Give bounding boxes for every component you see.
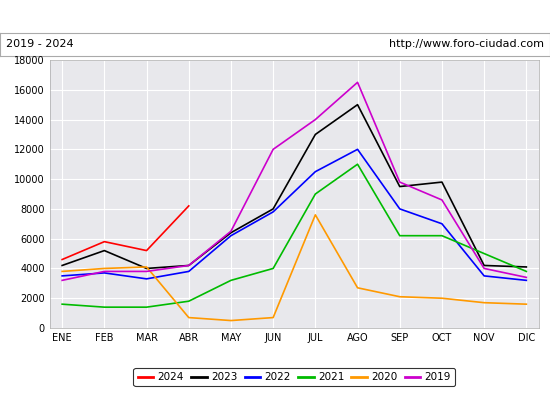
Text: http://www.foro-ciudad.com: http://www.foro-ciudad.com — [389, 39, 544, 49]
Text: 2019 - 2024: 2019 - 2024 — [6, 39, 73, 49]
Legend: 2024, 2023, 2022, 2021, 2020, 2019: 2024, 2023, 2022, 2021, 2020, 2019 — [134, 368, 455, 386]
Text: Evolucion Nº Turistas Extranjeros en el municipio de el Campello: Evolucion Nº Turistas Extranjeros en el … — [60, 10, 490, 23]
